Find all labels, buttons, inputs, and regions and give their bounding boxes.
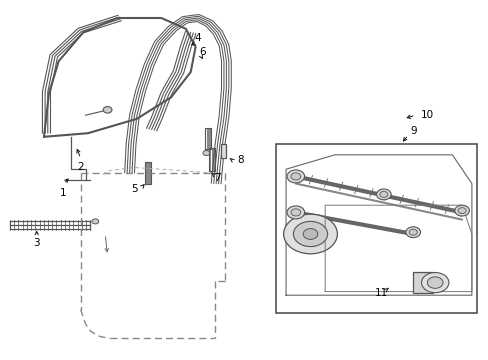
Bar [276, 144, 476, 313]
Text: 3: 3 [33, 238, 40, 248]
Circle shape [103, 107, 112, 113]
Bar [412, 272, 432, 293]
Circle shape [290, 173, 300, 180]
Text: 4: 4 [194, 33, 201, 43]
Text: 8: 8 [237, 155, 244, 165]
Text: 11: 11 [374, 288, 387, 298]
Circle shape [293, 221, 327, 247]
Text: 7: 7 [214, 173, 221, 183]
Circle shape [427, 277, 442, 288]
Circle shape [303, 229, 317, 239]
Circle shape [457, 208, 465, 213]
Text: 6: 6 [199, 47, 206, 57]
Text: 1: 1 [60, 188, 67, 198]
Circle shape [421, 273, 448, 293]
Circle shape [283, 214, 337, 254]
Circle shape [286, 206, 304, 219]
Circle shape [405, 227, 420, 238]
Circle shape [203, 150, 209, 156]
Circle shape [454, 205, 468, 216]
Circle shape [286, 170, 304, 183]
Text: 9: 9 [409, 126, 416, 136]
Text: 2: 2 [77, 162, 84, 172]
Circle shape [92, 219, 99, 224]
Circle shape [379, 192, 387, 197]
Circle shape [290, 209, 300, 216]
Bar [221, 144, 225, 158]
Circle shape [376, 189, 390, 200]
Text: 5: 5 [131, 184, 138, 194]
Circle shape [408, 229, 416, 235]
Text: 10: 10 [420, 110, 433, 120]
